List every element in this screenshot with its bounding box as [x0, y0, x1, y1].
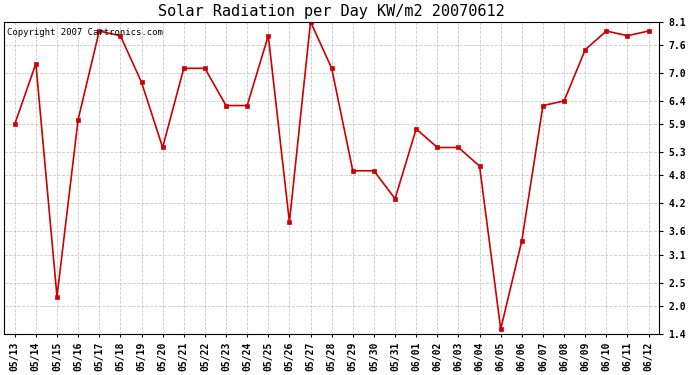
Text: Copyright 2007 Cartronics.com: Copyright 2007 Cartronics.com — [8, 28, 164, 37]
Title: Solar Radiation per Day KW/m2 20070612: Solar Radiation per Day KW/m2 20070612 — [158, 4, 505, 19]
